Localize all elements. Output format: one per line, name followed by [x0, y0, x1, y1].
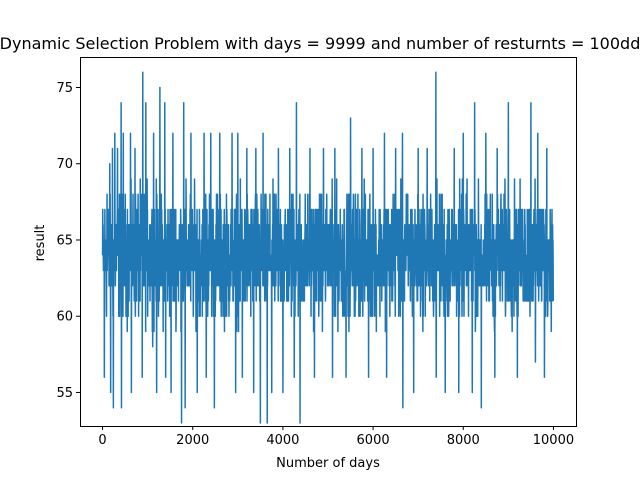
- y-axis: 55 60 65 70 75: [56, 81, 80, 401]
- x-tick-label: 4000: [266, 433, 299, 448]
- y-tick-label: 65: [56, 233, 73, 248]
- y-tick-label: 75: [56, 81, 73, 96]
- x-tick-label: 0: [98, 433, 106, 448]
- x-tick-label: 6000: [357, 433, 390, 448]
- plot-frame: [80, 57, 577, 427]
- y-tick-label: 70: [56, 157, 73, 172]
- y-tick-label: 60: [56, 310, 73, 325]
- series-line: [101, 71, 555, 424]
- y-tick-label: 55: [56, 386, 73, 401]
- x-axis-title: Number of days: [276, 456, 380, 471]
- x-tick-label: 10000: [533, 433, 574, 448]
- y-axis-title: result: [33, 225, 48, 262]
- x-tick-label: 2000: [176, 433, 209, 448]
- x-tick-label: 8000: [447, 433, 480, 448]
- x-axis: 0 2000 4000 6000 8000 10000: [98, 426, 574, 448]
- plot-area: [101, 71, 555, 424]
- chart-title: Dynamic Selection Problem with days = 99…: [0, 34, 640, 53]
